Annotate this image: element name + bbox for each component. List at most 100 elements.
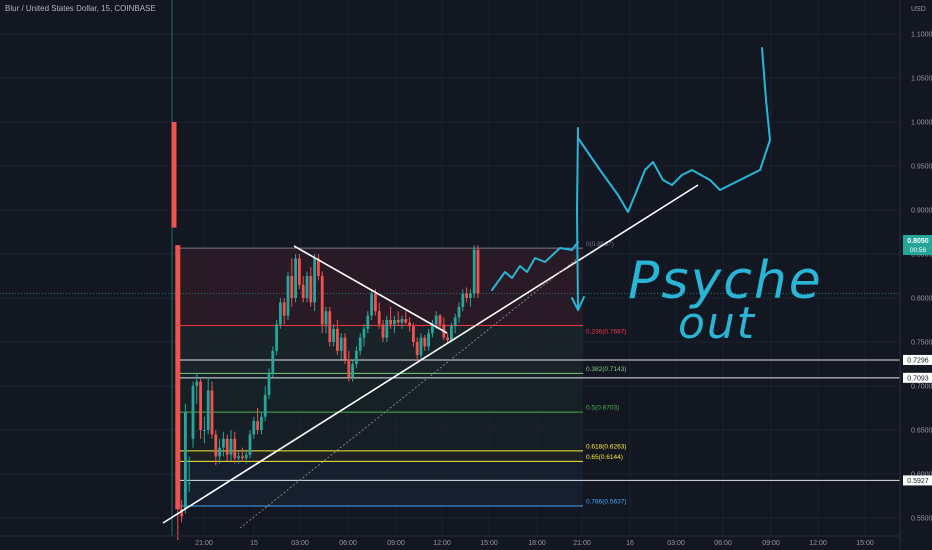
candle-body[interactable] xyxy=(434,315,438,325)
candle-body[interactable] xyxy=(450,326,453,341)
candle-body[interactable] xyxy=(415,342,419,356)
y-tick-label: 0.6500 xyxy=(911,428,932,435)
candle-body[interactable] xyxy=(389,320,392,325)
candle-body[interactable] xyxy=(294,258,297,298)
candle-body[interactable] xyxy=(328,311,332,342)
candle-body[interactable] xyxy=(305,276,309,298)
x-tick-label: 21:00 xyxy=(573,540,591,547)
candle-body[interactable] xyxy=(301,284,305,298)
candle-body[interactable] xyxy=(244,454,248,459)
candle-body[interactable] xyxy=(336,328,339,351)
forecast-sketch-wave[interactable] xyxy=(491,241,579,291)
candle-body[interactable] xyxy=(214,434,218,457)
candle-body[interactable] xyxy=(374,293,377,312)
candle-body[interactable] xyxy=(282,302,286,316)
candle-body[interactable] xyxy=(347,359,351,378)
projection-dashed-line[interactable] xyxy=(239,257,579,529)
candle-body[interactable] xyxy=(298,258,301,285)
ascending-trendline[interactable] xyxy=(162,184,699,524)
fib-zone xyxy=(176,450,583,462)
candle-body[interactable] xyxy=(229,438,233,455)
candle-body[interactable] xyxy=(320,276,324,325)
bar-countdown: 00:56 xyxy=(910,247,927,254)
candle-body[interactable] xyxy=(225,438,229,455)
candle-body[interactable] xyxy=(400,319,404,323)
candle-body[interactable] xyxy=(427,333,430,347)
candle-body[interactable] xyxy=(241,456,244,459)
candle-body[interactable] xyxy=(472,249,476,294)
x-tick-label: 12:00 xyxy=(433,540,451,547)
handwritten-text-line: out xyxy=(678,298,756,349)
candle-body[interactable] xyxy=(317,258,320,276)
candle-body[interactable] xyxy=(385,320,389,338)
descending-trendline[interactable] xyxy=(293,245,448,334)
candle-body[interactable] xyxy=(370,293,373,316)
candle-body[interactable] xyxy=(171,122,177,228)
x-tick-label: 18:00 xyxy=(528,540,546,547)
x-tick-label: 15 xyxy=(250,540,258,547)
level-price-tag xyxy=(903,354,932,365)
candle-body[interactable] xyxy=(446,337,449,341)
candle-body[interactable] xyxy=(256,421,259,430)
candle-body[interactable] xyxy=(358,337,362,351)
candle-body[interactable] xyxy=(260,416,263,430)
candle-body[interactable] xyxy=(339,337,343,351)
candle-body[interactable] xyxy=(248,434,252,455)
candle-body[interactable] xyxy=(184,412,187,510)
fib-level-label: 0.236(0.7687) xyxy=(586,329,626,336)
candle-body[interactable] xyxy=(381,324,385,338)
candle-body[interactable] xyxy=(438,315,442,325)
candle-body[interactable] xyxy=(187,482,191,484)
candle-body[interactable] xyxy=(351,364,354,378)
candle-body[interactable] xyxy=(263,394,267,417)
candle-body[interactable] xyxy=(271,350,275,373)
candle-body[interactable] xyxy=(195,381,199,386)
candle-body[interactable] xyxy=(175,245,181,510)
candle-body[interactable] xyxy=(457,306,461,318)
candle-body[interactable] xyxy=(461,293,465,307)
candle-body[interactable] xyxy=(191,386,195,439)
candle-body[interactable] xyxy=(324,311,328,325)
candle-body[interactable] xyxy=(408,322,411,327)
candle-body[interactable] xyxy=(210,390,214,435)
candle-body[interactable] xyxy=(412,326,415,342)
candle-body[interactable] xyxy=(465,293,468,298)
candle-body[interactable] xyxy=(419,337,423,356)
candle-body[interactable] xyxy=(476,249,480,294)
candle-body[interactable] xyxy=(237,456,240,459)
candle-body[interactable] xyxy=(233,438,237,459)
forecast-sketch-arrow[interactable] xyxy=(571,127,585,311)
candle-body[interactable] xyxy=(275,324,278,351)
candle-body[interactable] xyxy=(206,390,210,430)
candle-body[interactable] xyxy=(453,317,457,327)
candle-body[interactable] xyxy=(332,328,335,342)
candle-body[interactable] xyxy=(393,320,396,325)
candle-body[interactable] xyxy=(252,421,256,435)
candle-body[interactable] xyxy=(355,350,358,364)
candle-body[interactable] xyxy=(199,381,202,430)
candle-body[interactable] xyxy=(286,276,290,316)
candle-body[interactable] xyxy=(218,447,221,457)
candle-body[interactable] xyxy=(431,324,434,334)
fib-zone xyxy=(176,373,583,413)
candle-body[interactable] xyxy=(290,276,294,298)
candle-body[interactable] xyxy=(203,430,206,431)
candle-body[interactable] xyxy=(366,315,370,329)
candle-body[interactable] xyxy=(423,337,427,347)
candle-body[interactable] xyxy=(404,319,408,323)
y-tick-label: 1.0500 xyxy=(911,76,932,83)
x-tick-label: 06:00 xyxy=(714,540,732,547)
candle-body[interactable] xyxy=(279,302,282,325)
candle-body[interactable] xyxy=(343,337,347,360)
candle-body[interactable] xyxy=(313,258,316,303)
candle-body[interactable] xyxy=(396,320,400,323)
forecast-sketch-path[interactable] xyxy=(577,47,771,213)
candle-body[interactable] xyxy=(309,276,313,303)
candle-body[interactable] xyxy=(222,438,225,448)
candle-body[interactable] xyxy=(469,293,472,298)
candle-body[interactable] xyxy=(362,328,366,338)
candle-body[interactable] xyxy=(180,509,183,517)
candle-body[interactable] xyxy=(267,372,271,395)
candle-body[interactable] xyxy=(377,311,381,325)
